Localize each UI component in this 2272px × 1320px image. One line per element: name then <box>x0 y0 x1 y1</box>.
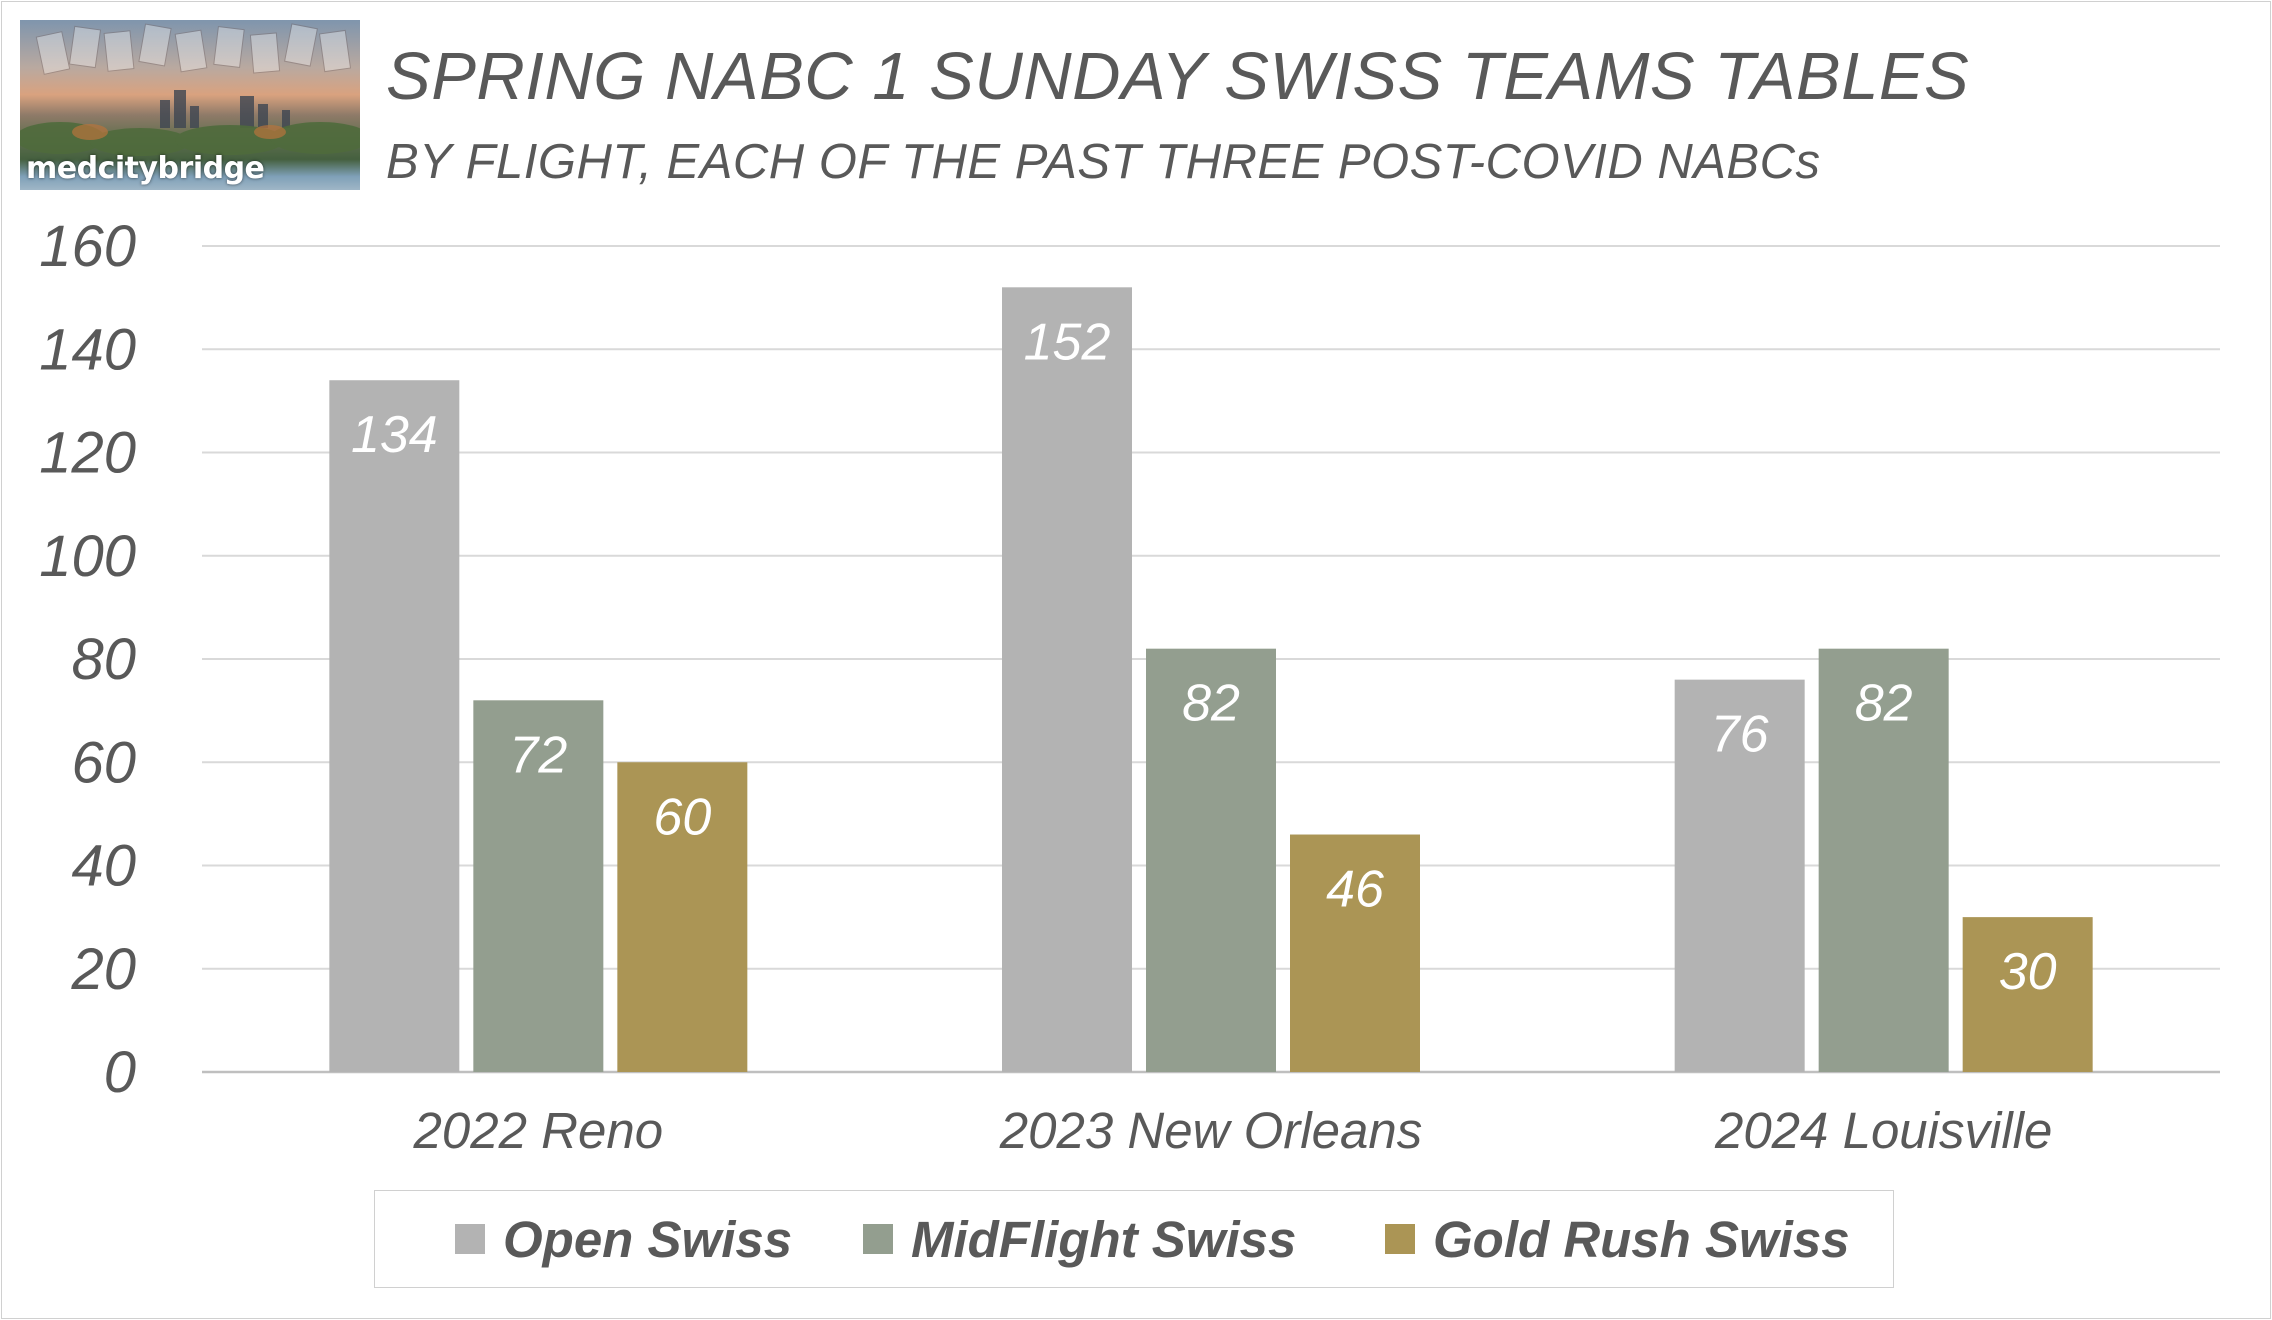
data-label: 134 <box>351 406 438 464</box>
x-tick-label: 2024 Louisville <box>1714 1102 2052 1159</box>
y-axis-ticks: 0 20 40 60 80 100 120 140 160 <box>39 214 136 1105</box>
chart-title: SPRING NABC 1 SUNDAY SWISS TEAMS TABLES <box>386 39 1970 114</box>
legend-item: MidFlight Swiss <box>863 1191 1296 1287</box>
bar-gold-rush-swiss <box>617 762 748 1072</box>
y-tick-label: 20 <box>70 937 136 1002</box>
legend-swatch <box>863 1224 893 1254</box>
data-label: 152 <box>1024 313 1111 371</box>
bar-midflight-swiss <box>1146 648 1276 1072</box>
y-tick-label: 120 <box>39 421 136 486</box>
legend-label: Gold Rush Swiss <box>1433 1210 1850 1268</box>
y-tick-label: 40 <box>71 834 136 899</box>
legend-swatch <box>1385 1224 1415 1254</box>
data-label: 60 <box>653 788 711 846</box>
data-label: 82 <box>1182 675 1240 733</box>
legend-item: Gold Rush Swiss <box>1385 1191 1850 1287</box>
bar-midflight-swiss <box>1818 648 1949 1072</box>
medcitybridge-logo: medcitybridge <box>20 20 360 190</box>
x-axis-ticks: 2022 Reno 2023 New Orleans 2024 Louisville <box>413 1102 2053 1159</box>
bar-open-swiss <box>1002 287 1132 1072</box>
x-tick-label: 2023 New Orleans <box>999 1102 1422 1159</box>
bar-gold-rush-swiss <box>1962 917 2093 1072</box>
logo-text: medcitybridge <box>26 151 265 186</box>
legend-item: Open Swiss <box>455 1191 792 1287</box>
data-label: 82 <box>1855 675 1913 733</box>
y-tick-label: 100 <box>39 524 136 589</box>
bar-midflight-swiss <box>473 700 604 1072</box>
bar-open-swiss <box>1674 679 1805 1072</box>
data-label: 76 <box>1711 706 1769 764</box>
legend-label: MidFlight Swiss <box>911 1210 1297 1268</box>
bar-gold-rush-swiss <box>1290 834 1420 1072</box>
chart-subtitle: BY FLIGHT, EACH OF THE PAST THREE POST-C… <box>386 135 1821 189</box>
logo-skyline-image <box>20 23 360 156</box>
legend-label: Open Swiss <box>503 1210 793 1268</box>
data-labels: 134 72 60 152 82 46 76 82 30 <box>351 313 2057 1001</box>
data-label: 72 <box>509 726 567 784</box>
y-tick-label: 80 <box>71 627 136 692</box>
bars <box>329 287 2093 1073</box>
legend: Open Swiss MidFlight Swiss Gold Rush Swiss <box>374 1190 1894 1288</box>
data-label: 30 <box>1999 943 2057 1001</box>
y-tick-label: 140 <box>39 317 136 382</box>
bar-open-swiss <box>329 380 460 1073</box>
x-tick-label: 2022 Reno <box>413 1102 664 1159</box>
y-tick-label: 0 <box>104 1040 136 1105</box>
data-label: 46 <box>1326 861 1384 919</box>
y-tick-label: 60 <box>71 730 136 795</box>
y-tick-label: 160 <box>39 214 136 279</box>
legend-swatch <box>455 1224 485 1254</box>
